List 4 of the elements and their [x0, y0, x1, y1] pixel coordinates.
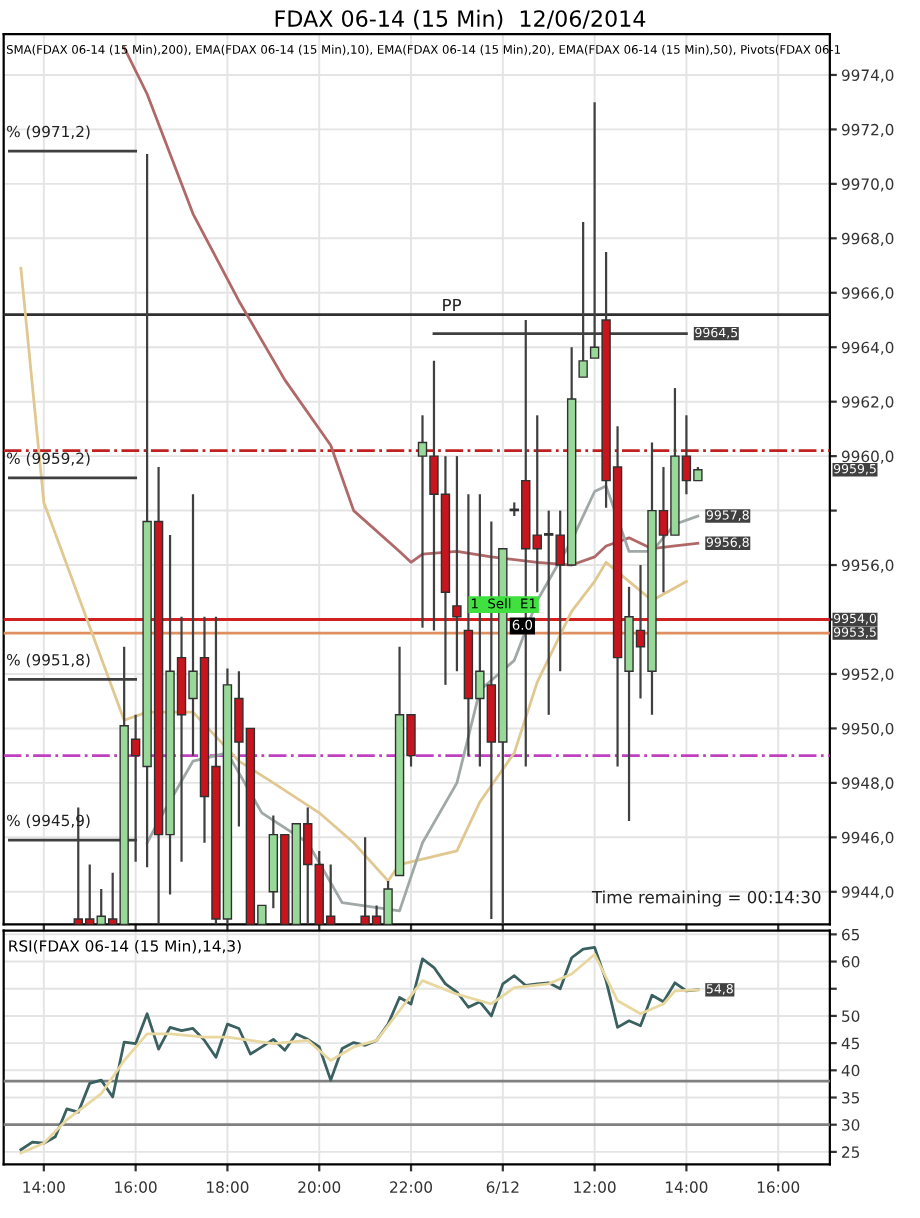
annotation: PP: [443, 298, 462, 312]
line-series: [19, 266, 688, 883]
annotation: Time remaining = 00:14:30: [591, 890, 821, 907]
chart-title: FDAX 06-14 (15 Min) 12/06/2014: [275, 9, 646, 30]
